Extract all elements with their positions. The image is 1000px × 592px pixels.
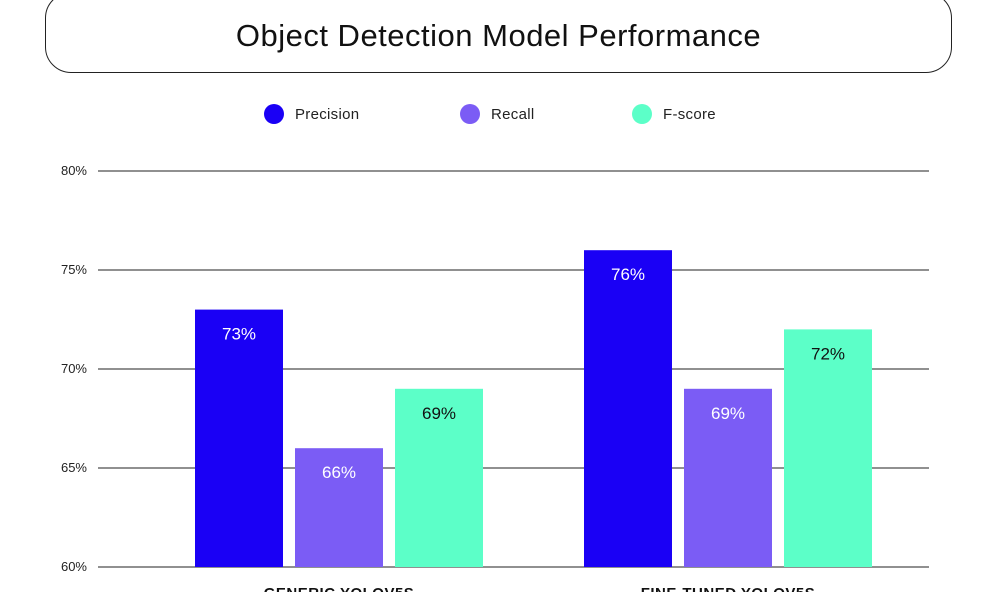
legend-label-precision: Precision bbox=[295, 105, 360, 123]
legend-label-recall: Recall bbox=[491, 105, 535, 123]
chart-title: Object Detection Model Performance bbox=[235, 17, 762, 53]
legend-item-precision: Precision bbox=[264, 104, 359, 124]
title-box: Object Detection Model Performance bbox=[45, 0, 952, 73]
bar-recall-1 bbox=[684, 388, 772, 567]
bar-precision-1 bbox=[584, 250, 672, 567]
data-label-precision-0: 73% bbox=[222, 325, 256, 344]
category-label-1: FINE-TUNED YOLOV5S bbox=[641, 585, 816, 592]
data-label-recall-1: 69% bbox=[711, 404, 745, 423]
bar-recall-0 bbox=[295, 448, 383, 567]
bar-precision-0 bbox=[195, 309, 283, 567]
data-label-fscore-1: 72% bbox=[811, 344, 845, 363]
legend-swatch-fscore bbox=[632, 104, 652, 124]
legend-label-fscore: F-score bbox=[663, 105, 716, 123]
bar-fscore-0 bbox=[395, 388, 483, 567]
legend-swatch-recall bbox=[460, 104, 480, 124]
bar-fscore-1 bbox=[784, 329, 872, 567]
legend-swatch-precision bbox=[264, 104, 284, 124]
category-label-0: GENERIC YOLOV5S bbox=[264, 585, 415, 592]
legend-item-recall: Recall bbox=[460, 104, 534, 124]
y-tick-label-75: 75% bbox=[61, 262, 87, 277]
y-tick-label-65: 65% bbox=[61, 460, 87, 475]
data-label-precision-1: 76% bbox=[611, 265, 645, 284]
data-label-recall-0: 66% bbox=[322, 463, 356, 482]
y-tick-label-60: 60% bbox=[61, 559, 87, 574]
y-tick-label-80: 80% bbox=[61, 163, 87, 178]
legend-item-fscore: F-score bbox=[632, 104, 716, 124]
data-label-fscore-0: 69% bbox=[422, 404, 456, 423]
y-tick-label-70: 70% bbox=[61, 361, 87, 376]
